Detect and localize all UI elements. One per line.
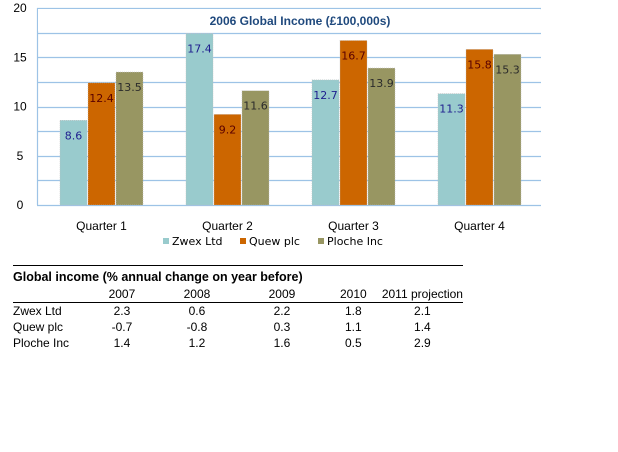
table-cell: -0.7 [111,320,133,334]
table-cell: 2.9 [414,336,431,350]
table-cell: 1.6 [273,336,291,350]
column-header: 2009 [239,286,325,303]
column-header: 2010 [324,286,382,303]
x-category-label: Quarter 3 [328,219,379,233]
legend-label: Ploche Inc [327,235,383,248]
data-label: 13.5 [117,81,142,94]
table-cell: 2.1 [414,304,431,318]
data-label: 11.3 [439,103,464,116]
column-header: 2011 projection [381,286,463,303]
table-cell: 1.4 [113,336,131,350]
column-header: 2007 [88,286,155,303]
legend-label: Quew plc [249,235,300,248]
row-label: Ploche Inc [13,336,70,350]
x-category-label: Quarter 1 [76,219,127,233]
data-label: 9.2 [219,123,237,136]
bar [367,67,396,206]
x-axis-category-labels: Quarter 1 Quarter 2 Quarter 3 Quarter 4 [76,219,505,233]
data-label: 15.8 [467,58,492,71]
bar [311,79,340,206]
table-row: Quew plc -0.7 -0.8 0.3 1.1 1.4 [13,319,463,335]
bar [339,40,368,206]
bar [493,53,522,206]
table-top-rule [13,265,463,266]
data-label: 11.6 [243,100,268,113]
bar [213,114,242,206]
table-title: Global income (% annual change on year b… [13,270,303,284]
table-cell: 1.8 [345,304,362,318]
chart-title: 2006 Global Income (£100,000s) [210,14,391,28]
y-tick-label: 20 [13,1,27,15]
bar [59,119,88,206]
row-label: Zwex Ltd [13,304,62,318]
legend-swatch-icon [163,238,169,244]
table-cell: 2.3 [113,304,131,318]
bar [115,71,144,206]
table-cell: 2.2 [273,304,291,318]
table-corner [13,286,89,303]
legend-label: Zwex Ltd [172,235,223,248]
data-label: 12.4 [89,92,114,105]
data-label: 17.4 [187,43,212,56]
y-axis-ticks: 0 5 10 15 20 [13,1,27,212]
bar [437,93,466,206]
y-tick-label: 15 [13,50,27,64]
table-cell: 1.1 [345,320,362,334]
table-cell: 0.6 [188,304,206,318]
table-cell: 1.4 [414,320,431,334]
table-row: Ploche Inc 1.4 1.2 1.6 0.5 2.9 [13,335,463,351]
table-cell: -0.8 [186,320,208,334]
y-tick-label: 0 [17,198,24,212]
x-category-label: Quarter 4 [454,219,505,233]
data-label: 8.6 [65,129,83,142]
bars: 8.6 12.413.5 17.4 9.2 11.6 12.7 16.7 13.9 11.3 15… [59,33,522,206]
row-label: Quew plc [13,320,64,334]
table-row: Zwex Ltd 2.3 0.6 2.2 1.8 2.1 [13,303,463,320]
legend-swatch-icon [318,238,324,244]
table-cell: 0.5 [345,336,362,350]
data-label: 15.3 [495,63,520,76]
legend-swatch-icon [240,238,246,244]
column-header: 2008 [154,286,239,303]
table-cell: 0.3 [273,320,291,334]
legend: Zwex Ltd Quew plc Ploche Inc [163,235,383,248]
y-tick-label: 10 [13,100,27,114]
bar [87,82,116,206]
annual-change-table-block: Global income (% annual change on year b… [13,265,463,351]
y-tick-label: 5 [17,149,24,163]
table-header-row: 2007 2008 2009 2010 2011 projection [13,286,463,303]
table-cell: 1.2 [188,336,206,350]
data-label: 16.7 [341,50,366,63]
data-label: 13.9 [369,77,394,90]
bar [185,33,214,206]
data-label: 12.7 [313,89,338,102]
bar [465,49,494,206]
x-category-label: Quarter 2 [202,219,253,233]
annual-change-table: 2007 2008 2009 2010 2011 projection Zwex… [13,286,463,351]
chart-title-background [38,9,540,31]
bar [241,90,270,206]
